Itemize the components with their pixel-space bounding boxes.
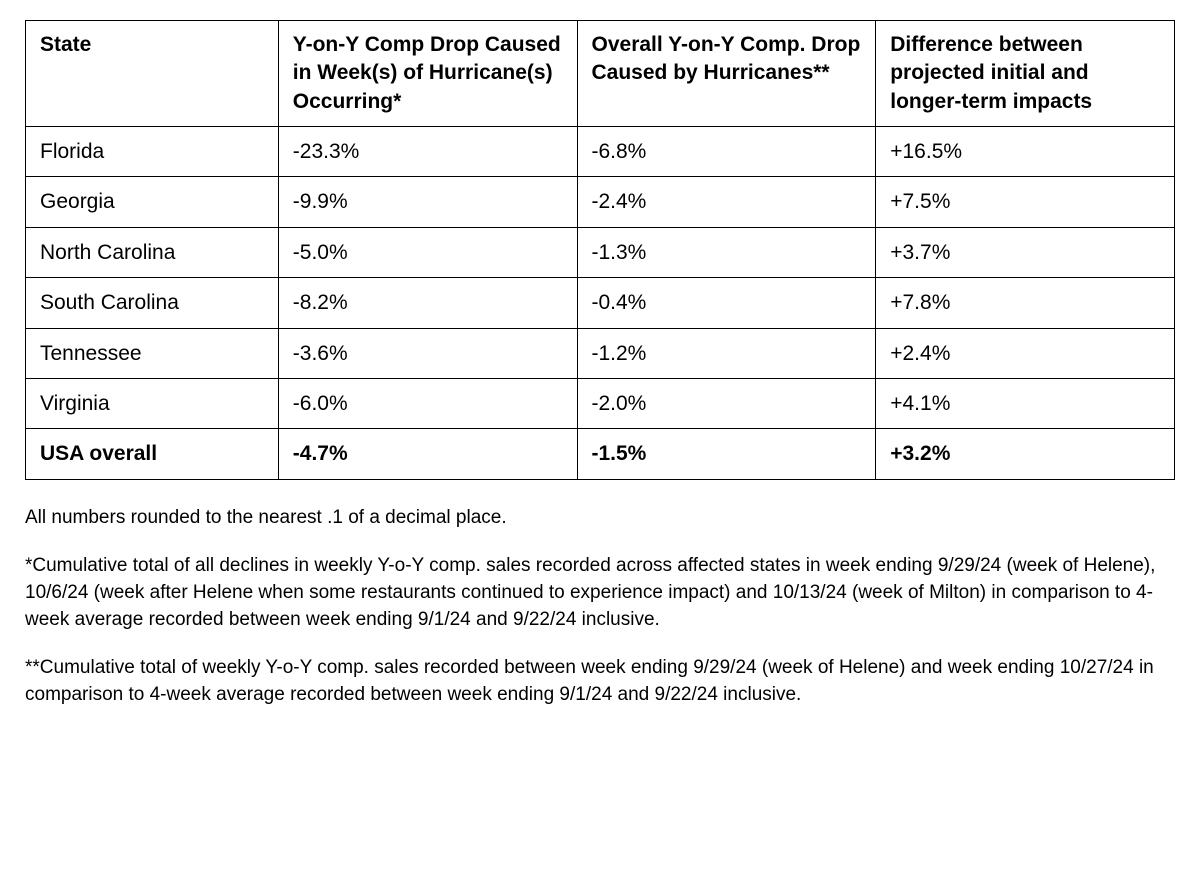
cell-state: Tennessee <box>26 328 279 378</box>
table-row: South Carolina -8.2% -0.4% +7.8% <box>26 278 1175 328</box>
col-header-overall: Overall Y-on-Y Comp. Drop Caused by Hurr… <box>577 21 876 127</box>
cell-week: -6.0% <box>278 378 577 428</box>
cell-overall: -1.5% <box>577 429 876 479</box>
footnote-rounding: All numbers rounded to the nearest .1 of… <box>25 505 1175 532</box>
cell-diff: +3.7% <box>876 227 1175 277</box>
cell-diff: +4.1% <box>876 378 1175 428</box>
cell-week: -3.6% <box>278 328 577 378</box>
footnote-star: *Cumulative total of all declines in wee… <box>25 553 1175 633</box>
cell-week: -9.9% <box>278 177 577 227</box>
footnote-double-star: **Cumulative total of weekly Y-o-Y comp.… <box>25 655 1175 708</box>
cell-diff: +16.5% <box>876 127 1175 177</box>
cell-week: -8.2% <box>278 278 577 328</box>
table-row: Tennessee -3.6% -1.2% +2.4% <box>26 328 1175 378</box>
col-header-state: State <box>26 21 279 127</box>
cell-state: Florida <box>26 127 279 177</box>
cell-diff: +7.8% <box>876 278 1175 328</box>
cell-overall: -1.3% <box>577 227 876 277</box>
cell-state: South Carolina <box>26 278 279 328</box>
cell-state: USA overall <box>26 429 279 479</box>
cell-diff: +3.2% <box>876 429 1175 479</box>
cell-week: -23.3% <box>278 127 577 177</box>
cell-state: North Carolina <box>26 227 279 277</box>
table-row: North Carolina -5.0% -1.3% +3.7% <box>26 227 1175 277</box>
cell-state: Georgia <box>26 177 279 227</box>
cell-overall: -2.4% <box>577 177 876 227</box>
table-row: Virginia -6.0% -2.0% +4.1% <box>26 378 1175 428</box>
col-header-diff: Difference between projected initial and… <box>876 21 1175 127</box>
cell-overall: -0.4% <box>577 278 876 328</box>
cell-week: -5.0% <box>278 227 577 277</box>
cell-state: Virginia <box>26 378 279 428</box>
table-header-row: State Y-on-Y Comp Drop Caused in Week(s)… <box>26 21 1175 127</box>
hurricane-impact-table: State Y-on-Y Comp Drop Caused in Week(s)… <box>25 20 1175 480</box>
cell-overall: -1.2% <box>577 328 876 378</box>
table-row: Georgia -9.9% -2.4% +7.5% <box>26 177 1175 227</box>
cell-overall: -2.0% <box>577 378 876 428</box>
cell-diff: +7.5% <box>876 177 1175 227</box>
table-row-total: USA overall -4.7% -1.5% +3.2% <box>26 429 1175 479</box>
cell-week: -4.7% <box>278 429 577 479</box>
col-header-week: Y-on-Y Comp Drop Caused in Week(s) of Hu… <box>278 21 577 127</box>
cell-diff: +2.4% <box>876 328 1175 378</box>
table-row: Florida -23.3% -6.8% +16.5% <box>26 127 1175 177</box>
cell-overall: -6.8% <box>577 127 876 177</box>
